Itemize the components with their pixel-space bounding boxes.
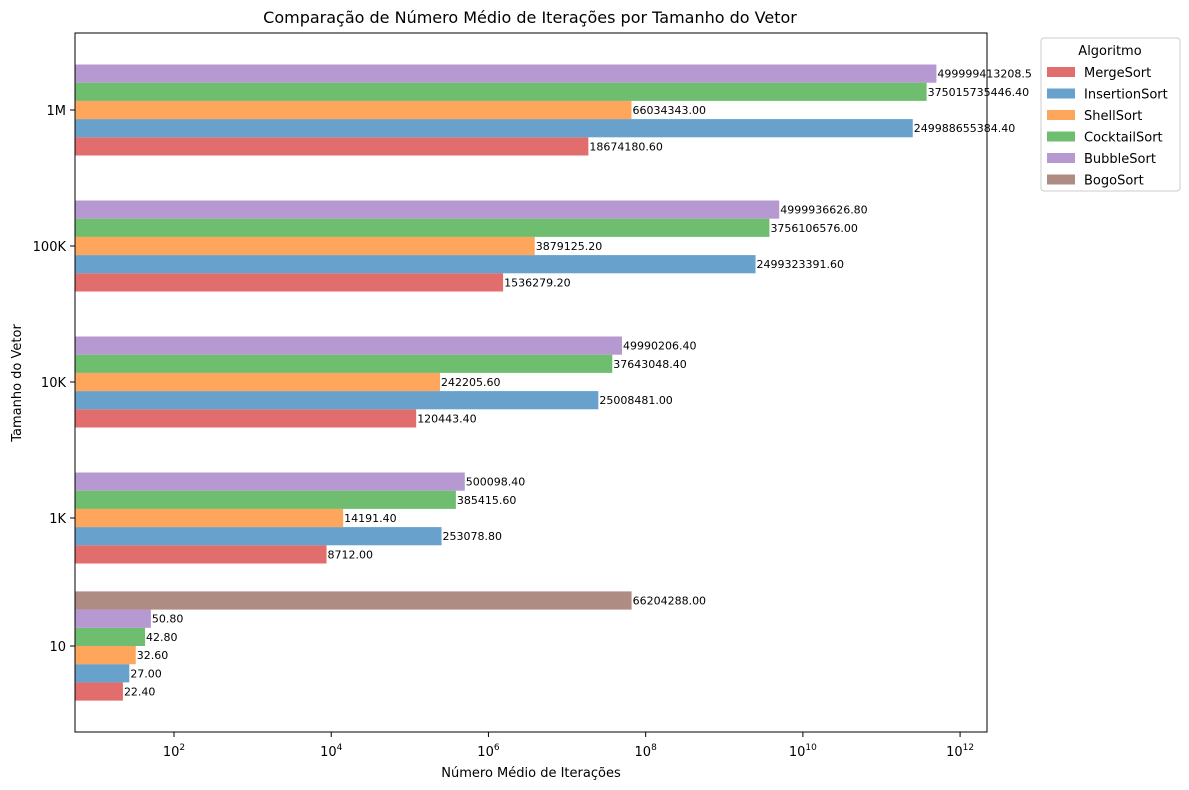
data-label-shellsort-100k: 3879125.20 — [536, 240, 602, 253]
data-label-mergesort-10: 22.40 — [124, 686, 156, 699]
x-axis-label: Número Médio de Iterações — [441, 766, 621, 781]
y-tick-label-100k: 100K — [33, 240, 67, 255]
bar-bubblesort-100k — [75, 200, 780, 219]
bar-insertionsort-10k — [75, 391, 599, 410]
x-tick-label: 104 — [320, 743, 343, 760]
bar-cocktailsort-1m — [75, 82, 927, 101]
data-label-bubblesort-1m: 499999413208.5 — [937, 68, 1031, 81]
legend-label-shellsort: ShellSort — [1084, 109, 1142, 124]
data-label-shellsort-1m: 66034343.00 — [632, 104, 705, 117]
y-axis: 10 1K 10K 100K 1M — [33, 104, 75, 655]
bar-shellsort-1k — [75, 508, 344, 528]
bar-bubblesort-10k — [75, 336, 622, 355]
legend-swatch-bubblesort — [1047, 153, 1075, 163]
y-tick-label-10k: 10K — [41, 376, 67, 391]
data-label-insertionsort-10: 27.00 — [130, 667, 162, 680]
bar-mergesort-10k — [75, 409, 417, 428]
bar-bubblesort-1k — [75, 472, 465, 491]
data-label-mergesort-100k: 1536279.20 — [504, 276, 570, 289]
legend-swatch-insertionsort — [1047, 88, 1075, 99]
y-axis-label: Tamanho do Vetor — [10, 324, 25, 443]
bar-shellsort-100k — [75, 236, 535, 256]
y-tick-label-1m: 1M — [47, 104, 67, 119]
data-label-insertionsort-100k: 2499323391.60 — [757, 258, 844, 271]
bar-mergesort-10 — [75, 682, 123, 701]
legend-items: MergeSort InsertionSort ShellSort CocktailS… — [1047, 66, 1168, 189]
data-label-bogosort-10: 66204288.00 — [633, 595, 706, 608]
legend-frame — [1040, 37, 1181, 192]
bars-layer — [75, 64, 937, 701]
x-tick-label: 102 — [163, 743, 185, 760]
legend-label-mergesort: MergeSort — [1084, 66, 1151, 81]
legend-swatch-shellsort — [1047, 110, 1075, 120]
bar-mergesort-100k — [75, 273, 504, 292]
bar-cocktailsort-1k — [75, 490, 456, 509]
bar-shellsort-10 — [75, 646, 136, 665]
y-tick-label-10: 10 — [49, 640, 66, 655]
data-label-insertionsort-1k: 253078.80 — [443, 530, 503, 543]
data-label-cocktailsort-10k: 37643048.40 — [613, 358, 686, 371]
data-label-mergesort-1k: 8712.00 — [328, 548, 374, 561]
data-label-shellsort-10k: 242205.60 — [441, 376, 501, 389]
bar-bubblesort-10 — [75, 609, 151, 628]
y-tick-label-1k: 1K — [49, 512, 66, 527]
legend-label-cocktailsort: CocktailSort — [1084, 131, 1163, 146]
bar-cocktailsort-10 — [75, 627, 146, 646]
bar-insertionsort-1m — [75, 119, 913, 138]
bar-shellsort-10k — [75, 372, 441, 392]
x-tick-label: 106 — [477, 743, 500, 760]
bar-insertionsort-10 — [75, 664, 130, 683]
data-label-shellsort-10: 32.60 — [137, 649, 169, 662]
data-label-cocktailsort-1k: 385415.60 — [457, 494, 517, 507]
bar-insertionsort-100k — [75, 255, 756, 274]
data-label-cocktailsort-100k: 3756106576.00 — [770, 222, 857, 235]
bar-shellsort-1m — [75, 100, 632, 120]
bar-bubblesort-1m — [75, 64, 937, 83]
bar-cocktailsort-100k — [75, 218, 770, 237]
x-tick-label: 1010 — [789, 743, 817, 760]
legend-swatch-cocktailsort — [1047, 131, 1075, 142]
data-label-insertionsort-10k: 25008481.00 — [599, 394, 672, 407]
chart-title: Comparação de Número Médio de Iterações … — [263, 8, 797, 27]
bar-bogosort-10 — [75, 591, 632, 610]
bar-cocktailsort-10k — [75, 354, 613, 373]
legend-title: Algoritmo — [1078, 44, 1141, 59]
data-label-cocktailsort-1m: 375015735446.40 — [928, 86, 1029, 99]
bar-mergesort-1k — [75, 545, 327, 564]
legend-swatch-bogosort — [1047, 174, 1075, 185]
legend-swatch-mergesort — [1047, 67, 1075, 77]
data-labels-layer: 22.40 27.00 32.60 42.80 50.80 66204288.00 8712… — [124, 68, 1032, 699]
legend-label-bogosort: BogoSort — [1084, 174, 1144, 189]
bar-insertionsort-1k — [75, 527, 442, 546]
data-label-bubblesort-10k: 49990206.40 — [623, 340, 696, 353]
bar-mergesort-1m — [75, 137, 589, 156]
data-label-cocktailsort-10: 42.80 — [146, 631, 178, 644]
data-label-shellsort-1k: 14191.40 — [344, 512, 397, 525]
x-tick-label: 108 — [635, 743, 658, 760]
x-tick-label: 1012 — [946, 743, 974, 760]
data-label-mergesort-10k: 120443.40 — [417, 412, 477, 425]
legend: Algoritmo MergeSort InsertionSort ShellSor… — [1040, 37, 1181, 192]
legend-label-insertionsort: InsertionSort — [1084, 88, 1168, 103]
data-label-bubblesort-10: 50.80 — [152, 613, 184, 626]
data-label-bubblesort-100k: 4999936626.80 — [780, 204, 867, 217]
legend-label-bubblesort: BubbleSort — [1084, 152, 1156, 167]
data-label-insertionsort-1m: 249988655384.40 — [914, 122, 1015, 135]
data-label-bubblesort-1k: 500098.40 — [466, 476, 526, 489]
x-axis: 102 104 106 108 1010 1012 — [163, 732, 974, 760]
data-label-mergesort-1m: 18674180.60 — [589, 140, 662, 153]
